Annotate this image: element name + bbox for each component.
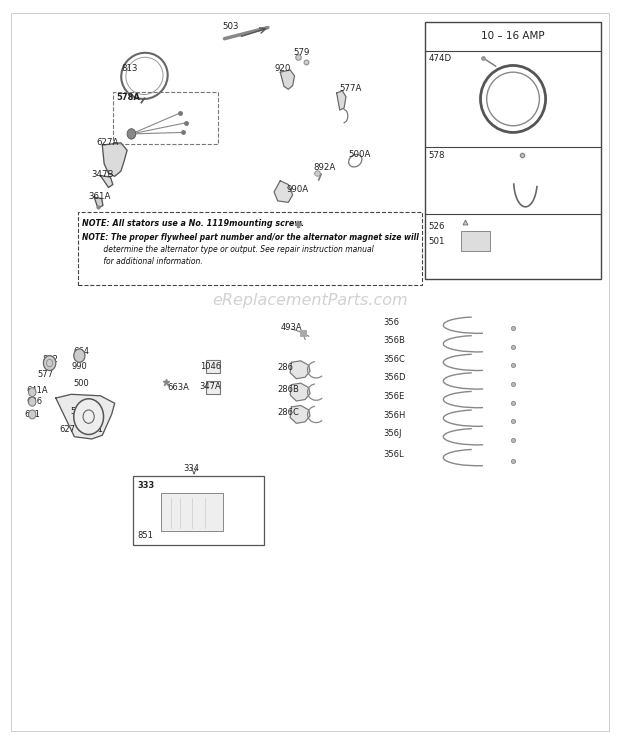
Text: 526: 526: [428, 222, 445, 231]
Text: 578A: 578A: [116, 93, 140, 102]
Circle shape: [74, 399, 104, 434]
Bar: [161, 493, 223, 531]
Text: 636: 636: [27, 397, 43, 405]
Text: 356B: 356B: [383, 336, 405, 345]
Bar: [133, 476, 264, 545]
Bar: [78, 212, 422, 285]
Circle shape: [29, 397, 36, 406]
Text: 356: 356: [383, 318, 399, 327]
Text: 347B: 347B: [92, 170, 114, 179]
Text: 851: 851: [137, 531, 153, 540]
Circle shape: [29, 388, 36, 397]
Text: 664: 664: [73, 347, 89, 356]
Text: eReplacementParts.com: eReplacementParts.com: [212, 293, 408, 308]
Text: 286C: 286C: [277, 408, 299, 417]
Text: 627: 627: [59, 425, 75, 434]
Text: 501: 501: [428, 237, 445, 246]
Polygon shape: [290, 405, 310, 423]
Text: 575: 575: [70, 407, 86, 416]
Bar: [461, 231, 490, 251]
Text: 503: 503: [222, 22, 239, 31]
Text: 356C: 356C: [383, 355, 405, 364]
Text: 641: 641: [25, 410, 41, 419]
Circle shape: [43, 356, 56, 371]
Polygon shape: [290, 383, 310, 401]
Text: 500A: 500A: [348, 150, 371, 158]
Bar: [206, 360, 220, 373]
Polygon shape: [274, 181, 293, 202]
Polygon shape: [337, 91, 346, 110]
Polygon shape: [102, 143, 127, 176]
Text: 356D: 356D: [383, 373, 405, 382]
Circle shape: [29, 410, 36, 419]
Text: 356J: 356J: [383, 429, 402, 438]
Text: 500: 500: [73, 379, 89, 388]
Text: NOTE: The proper flywheel part number and/or the alternator magnet size will: NOTE: The proper flywheel part number an…: [82, 233, 419, 242]
Circle shape: [127, 129, 136, 139]
Text: 1046: 1046: [200, 362, 221, 371]
Polygon shape: [100, 176, 113, 187]
Text: 627A: 627A: [96, 138, 118, 147]
Text: 286: 286: [277, 363, 293, 372]
Bar: [113, 92, 218, 144]
Text: 10 – 16 AMP: 10 – 16 AMP: [481, 31, 545, 42]
Circle shape: [74, 349, 85, 362]
Polygon shape: [94, 197, 103, 208]
Text: determine the alternator type or output. See repair instruction manual: determine the alternator type or output.…: [82, 245, 374, 254]
Text: 920: 920: [275, 64, 291, 73]
Text: NOTE: All stators use a No. 1119mounting screw.: NOTE: All stators use a No. 1119mounting…: [82, 219, 304, 228]
Text: for additional information.: for additional information.: [82, 257, 203, 266]
Text: 641A: 641A: [27, 386, 48, 395]
Text: 577A: 577A: [340, 84, 362, 93]
Text: 356H: 356H: [383, 411, 405, 420]
Text: 892: 892: [42, 355, 58, 364]
Text: 347A: 347A: [200, 382, 221, 391]
Bar: [425, 22, 601, 279]
Text: 333: 333: [137, 481, 154, 490]
Text: 493A: 493A: [280, 323, 302, 332]
Text: 663A: 663A: [167, 383, 189, 392]
Polygon shape: [290, 361, 310, 379]
Text: 577: 577: [37, 370, 53, 379]
Text: 579: 579: [294, 48, 310, 57]
Text: 361: 361: [87, 425, 103, 434]
Text: 356L: 356L: [383, 450, 404, 459]
Text: 578: 578: [428, 151, 445, 160]
Text: 813: 813: [121, 64, 138, 73]
Bar: [206, 381, 220, 394]
Text: 334: 334: [183, 464, 199, 473]
Text: 892A: 892A: [313, 163, 335, 172]
Polygon shape: [280, 70, 294, 89]
Text: 474D: 474D: [428, 54, 451, 62]
Text: 356E: 356E: [383, 392, 404, 401]
Text: 990A: 990A: [286, 185, 309, 194]
Text: 361A: 361A: [88, 192, 110, 201]
Text: 990: 990: [71, 362, 87, 371]
Text: 286B: 286B: [277, 385, 299, 394]
Polygon shape: [56, 394, 115, 439]
